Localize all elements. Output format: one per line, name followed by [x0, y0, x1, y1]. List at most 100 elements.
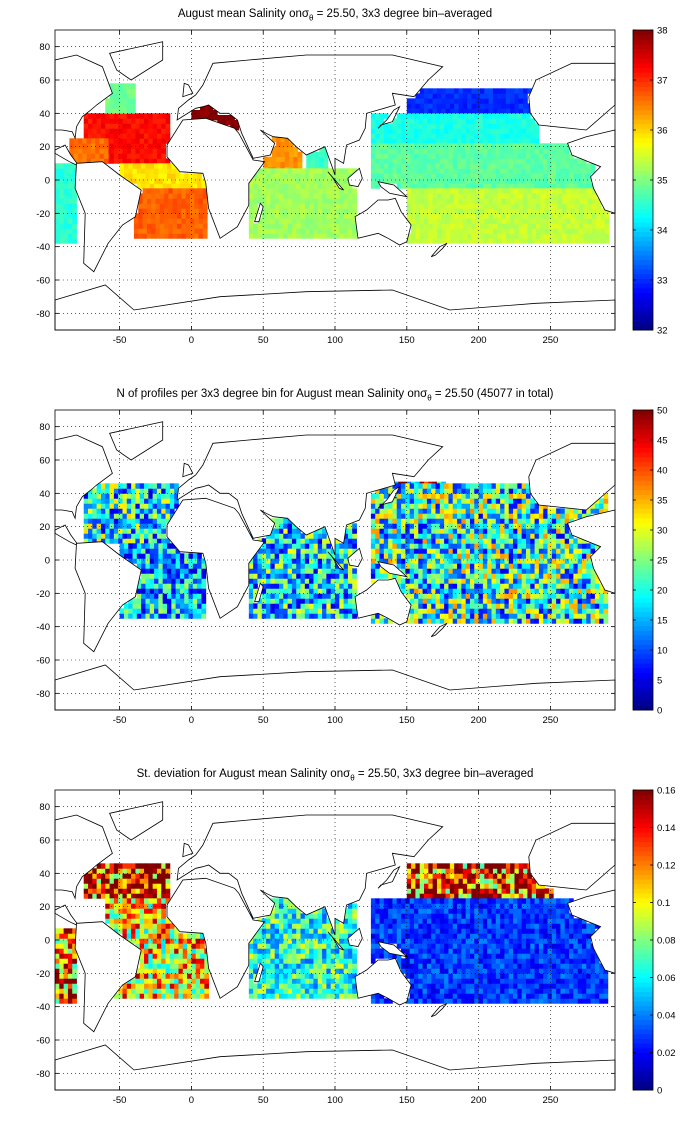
heat-cell — [388, 618, 393, 624]
heat-cell — [435, 558, 441, 564]
heat-cell — [487, 158, 492, 164]
heat-cell — [523, 198, 528, 204]
heat-cell — [431, 518, 436, 524]
heat-cell — [257, 223, 263, 229]
heat-cell — [544, 193, 550, 199]
heat-cell — [405, 593, 411, 599]
heat-cell — [136, 588, 142, 594]
heat-cell — [167, 588, 172, 594]
heat-cell — [564, 528, 570, 534]
heat-cell — [457, 548, 462, 554]
heat-cell — [454, 233, 459, 239]
heat-cell — [96, 528, 102, 534]
heat-cell — [149, 568, 155, 574]
heat-cell — [508, 548, 514, 554]
heat-cell — [436, 203, 442, 209]
heat-cell — [118, 133, 123, 139]
heat-cell — [536, 223, 541, 229]
heat-cell — [461, 618, 467, 624]
heat-cell — [165, 123, 171, 129]
heat-cell — [270, 578, 276, 584]
heat-cell — [517, 498, 523, 504]
heat-cell — [149, 583, 155, 589]
heat-cell — [500, 178, 505, 184]
heat-cell — [141, 568, 146, 574]
heat-cell — [513, 588, 518, 594]
heat-cell — [123, 548, 129, 554]
heat-cell — [577, 588, 583, 594]
heat-cell — [467, 103, 472, 109]
heat-cell — [146, 193, 152, 199]
heat-cell — [317, 533, 323, 539]
heat-cell — [383, 503, 389, 509]
heat-cell — [521, 148, 527, 154]
heat-cell — [279, 543, 284, 549]
heat-cell — [583, 208, 589, 214]
heat-cell — [413, 583, 419, 589]
heat-cell — [501, 108, 507, 114]
heat-cell — [405, 543, 411, 549]
heat-cell — [543, 583, 548, 589]
heat-cell — [517, 588, 523, 594]
heat-cell — [474, 618, 479, 624]
heat-cell — [141, 173, 146, 179]
heat-cell — [335, 223, 340, 229]
heat-cell — [513, 158, 518, 164]
heat-cell — [370, 508, 376, 514]
heat-cell — [100, 123, 106, 129]
heat-cell — [469, 513, 475, 519]
heat-cell — [103, 153, 109, 159]
heat-cell — [461, 583, 467, 589]
heat-cell — [200, 105, 205, 111]
heat-cell — [197, 178, 202, 184]
heat-cell — [189, 223, 195, 229]
heat-cell — [448, 578, 454, 584]
heat-cell — [405, 488, 411, 494]
heat-cell — [63, 163, 69, 169]
heat-cell — [132, 553, 138, 559]
colorbar-segment — [633, 320, 653, 326]
heat-cell — [266, 613, 271, 619]
heat-cell — [573, 178, 579, 184]
heat-cell — [172, 193, 178, 199]
heat-cell — [491, 183, 497, 189]
heat-cell — [326, 188, 332, 194]
heat-cell — [530, 593, 535, 599]
heat-cell — [517, 168, 523, 174]
heat-cell — [335, 563, 340, 569]
heat-cell — [492, 218, 498, 224]
heat-cell — [439, 593, 445, 599]
heat-cell — [388, 123, 393, 129]
heat-cell — [530, 598, 535, 604]
heat-cell — [253, 193, 258, 199]
heat-cell — [517, 548, 523, 554]
heat-cell — [188, 558, 194, 564]
heat-cell — [261, 178, 267, 184]
heat-cell — [487, 148, 492, 154]
heat-cell — [287, 193, 293, 199]
heat-cell — [525, 618, 531, 624]
heat-cell — [570, 238, 576, 244]
heat-cell — [487, 523, 492, 529]
heat-cell — [445, 93, 451, 99]
heat-cell — [266, 608, 271, 614]
heat-cell — [435, 518, 441, 524]
heat-cell — [330, 188, 336, 194]
heat-cell — [556, 583, 561, 589]
heat-cell — [538, 603, 544, 609]
heat-cell — [577, 578, 583, 584]
heat-cell — [335, 613, 340, 619]
heat-cell — [326, 543, 332, 549]
heat-cell — [491, 553, 497, 559]
heat-cell — [478, 588, 484, 594]
heat-cell — [517, 128, 523, 134]
heat-cell — [401, 143, 406, 149]
heat-cell — [583, 218, 589, 224]
heat-cell — [149, 548, 155, 554]
heat-cell — [184, 173, 189, 179]
heat-cell — [158, 163, 164, 169]
heat-cell — [145, 558, 151, 564]
heat-cell — [452, 543, 458, 549]
heat-cell — [547, 148, 553, 154]
heat-cell — [405, 113, 411, 119]
